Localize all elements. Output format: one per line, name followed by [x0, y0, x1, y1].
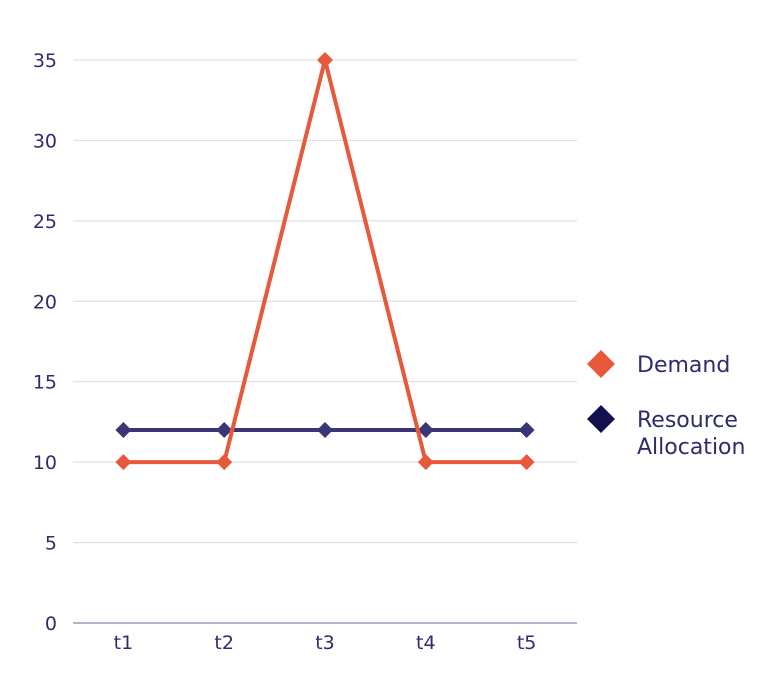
legend-marker-resource-allocation	[587, 405, 615, 433]
point-resource-allocation-t4	[417, 421, 434, 438]
legend: Demand Resource Allocation	[587, 350, 745, 460]
point-resource-allocation-t2	[216, 421, 233, 438]
series-resource-allocation	[115, 421, 535, 438]
point-resource-allocation-t5	[518, 421, 535, 438]
point-resource-allocation-t1	[115, 421, 132, 438]
legend-label-resource-allocation-line1: Resource	[637, 408, 738, 433]
point-demand-t2	[216, 454, 233, 471]
legend-item-resource-allocation: Resource Allocation	[587, 405, 745, 460]
series-layer	[115, 52, 535, 471]
x-tick-label-t4: t4	[416, 632, 436, 654]
point-resource-allocation-t3	[317, 421, 333, 438]
point-demand-t5	[518, 454, 535, 471]
grid-lines	[73, 59, 577, 544]
x-tick-label-t1: t1	[114, 632, 134, 654]
y-axis: 0 5 10 15 20 25 30 35	[33, 50, 57, 635]
legend-label-resource-allocation-line2: Allocation	[637, 435, 745, 460]
x-tick-label-t5: t5	[517, 632, 537, 654]
y-tick-label-10: 10	[33, 452, 57, 474]
legend-marker-demand	[587, 350, 615, 378]
y-tick-label-15: 15	[33, 372, 57, 394]
y-tick-label-20: 20	[33, 291, 57, 313]
y-tick-label-0: 0	[45, 613, 57, 635]
y-tick-label-25: 25	[33, 211, 57, 233]
legend-item-demand: Demand	[587, 350, 730, 378]
y-tick-label-30: 30	[33, 130, 57, 152]
x-axis: t1 t2 t3 t4 t5	[114, 632, 537, 654]
point-demand-t1	[115, 454, 132, 471]
y-tick-label-5: 5	[45, 533, 57, 555]
x-tick-label-t3: t3	[315, 632, 335, 654]
series-demand	[115, 52, 535, 471]
point-demand-t4	[417, 454, 434, 471]
legend-label-demand: Demand	[637, 353, 730, 378]
point-demand-t3	[317, 52, 333, 68]
y-tick-label-35: 35	[33, 50, 57, 72]
series-line-demand	[123, 59, 527, 465]
x-tick-label-t2: t2	[214, 632, 234, 654]
